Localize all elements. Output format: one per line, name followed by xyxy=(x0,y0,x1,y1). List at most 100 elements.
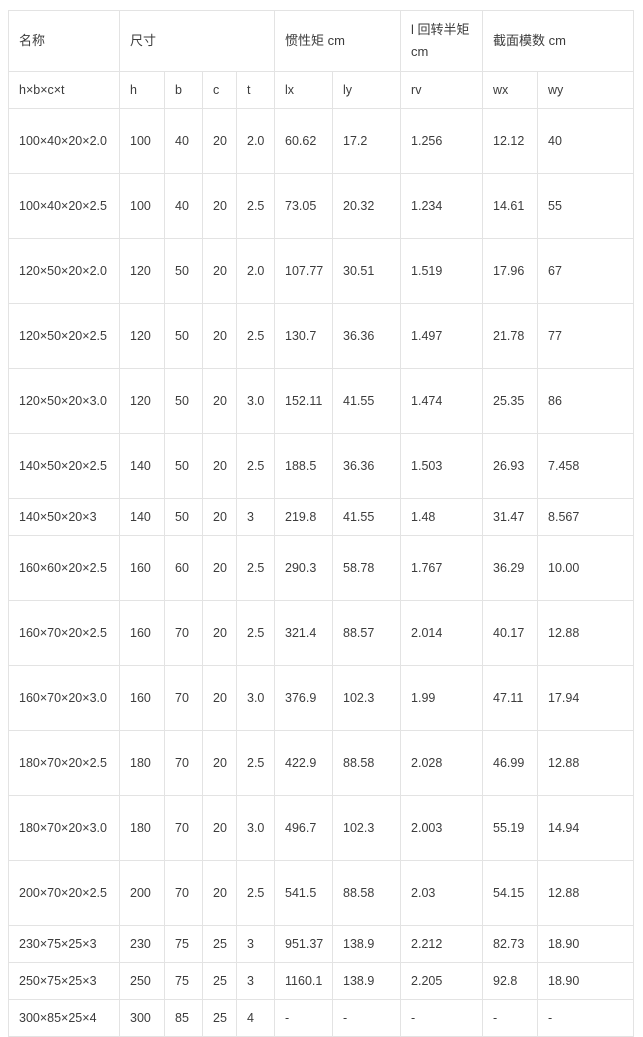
cell-t: 2.5 xyxy=(235,600,276,666)
cell-c: 20 xyxy=(202,433,237,499)
cell-wx: 92.8 xyxy=(482,962,539,1000)
cell-t: 2.5 xyxy=(235,860,276,926)
column-header-wx: wx xyxy=(482,71,539,109)
column-header-h: h xyxy=(119,71,165,109)
cell-rv: 2.03 xyxy=(400,860,484,926)
cell-lx: 130.7 xyxy=(274,303,334,369)
table-row: 180×70×20×3.0 180 70 20 3.0 496.7 102.3 2.003 55… xyxy=(8,795,635,861)
cell-c: 20 xyxy=(202,303,237,369)
cell-lx: 321.4 xyxy=(274,600,334,666)
cell-t: 3 xyxy=(235,962,276,1000)
cell-c: 25 xyxy=(202,925,237,963)
column-header-wy: wy xyxy=(537,71,635,109)
cell-wx: 17.96 xyxy=(482,238,539,304)
cell-name: 120×50×20×2.5 xyxy=(8,303,120,369)
cell-t: 2.0 xyxy=(235,238,276,304)
cell-rv: 1.99 xyxy=(400,665,484,731)
cell-name: 100×40×20×2.0 xyxy=(8,108,120,174)
cell-h: 140 xyxy=(119,498,165,536)
cell-lx: 60.62 xyxy=(274,108,334,174)
table-row: 180×70×20×2.5 180 70 20 2.5 422.9 88.58 2.028 46… xyxy=(8,730,635,796)
cell-lx: 496.7 xyxy=(274,795,334,861)
cell-ly: 20.32 xyxy=(332,173,402,239)
cell-wy: 12.88 xyxy=(537,600,635,666)
cell-name: 120×50×20×2.0 xyxy=(8,238,120,304)
cell-ly: 41.55 xyxy=(332,368,402,434)
cell-h: 160 xyxy=(119,535,165,601)
cell-ly: 58.78 xyxy=(332,535,402,601)
cell-lx: 152.11 xyxy=(274,368,334,434)
cell-h: 100 xyxy=(119,108,165,174)
cell-wy: 12.88 xyxy=(537,860,635,926)
cell-rv: 1.497 xyxy=(400,303,484,369)
table-row: 230×75×25×3 230 75 25 3 951.37 138.9 2.212 82.73… xyxy=(8,925,635,963)
cell-lx: 219.8 xyxy=(274,498,334,536)
cell-h: 180 xyxy=(119,795,165,861)
cell-t: 2.5 xyxy=(235,535,276,601)
cell-name: 300×85×25×4 xyxy=(8,999,120,1037)
cell-ly: 88.58 xyxy=(332,730,402,796)
cell-h: 200 xyxy=(119,860,165,926)
cell-lx: 290.3 xyxy=(274,535,334,601)
cell-wy: 67 xyxy=(537,238,635,304)
cell-b: 50 xyxy=(164,498,203,536)
column-header-t: t xyxy=(235,71,276,109)
cell-t: 3 xyxy=(235,498,276,536)
cell-wx: 31.47 xyxy=(482,498,539,536)
cell-wy: 86 xyxy=(537,368,635,434)
cell-b: 70 xyxy=(164,795,203,861)
cell-c: 20 xyxy=(202,108,237,174)
cell-rv: 2.003 xyxy=(400,795,484,861)
column-header-c: c xyxy=(202,71,237,109)
cell-name: 120×50×20×3.0 xyxy=(8,368,120,434)
cell-t: 3.0 xyxy=(235,368,276,434)
column-header-lx: lx xyxy=(274,71,334,109)
cell-c: 20 xyxy=(202,498,237,536)
cell-name: 250×75×25×3 xyxy=(8,962,120,1000)
cell-rv: 2.212 xyxy=(400,925,484,963)
column-header-rv: rv xyxy=(400,71,484,109)
cell-c: 20 xyxy=(202,665,237,731)
cell-c: 20 xyxy=(202,600,237,666)
cell-c: 20 xyxy=(202,238,237,304)
cell-lx: 951.37 xyxy=(274,925,334,963)
cell-c: 20 xyxy=(202,860,237,926)
cell-name: 230×75×25×3 xyxy=(8,925,120,963)
cell-c: 20 xyxy=(202,535,237,601)
cell-name: 140×50×20×3 xyxy=(8,498,120,536)
cell-wy: 12.88 xyxy=(537,730,635,796)
table-row: 160×60×20×2.5 160 60 20 2.5 290.3 58.78 1.767 36… xyxy=(8,535,635,601)
cell-t: 2.0 xyxy=(235,108,276,174)
cell-b: 85 xyxy=(164,999,203,1037)
cell-wx: - xyxy=(482,999,539,1037)
cell-b: 75 xyxy=(164,962,203,1000)
column-header-name: h×b×c×t xyxy=(8,71,120,109)
table-body: 100×40×20×2.0 100 40 20 2.0 60.62 17.2 1.256 12.… xyxy=(8,108,635,1037)
cell-ly: 36.36 xyxy=(332,433,402,499)
cell-wx: 25.35 xyxy=(482,368,539,434)
cell-t: 3 xyxy=(235,925,276,963)
cell-t: 3.0 xyxy=(235,665,276,731)
cell-rv: 1.503 xyxy=(400,433,484,499)
cell-t: 2.5 xyxy=(235,303,276,369)
cell-rv: 2.014 xyxy=(400,600,484,666)
cell-rv: 1.256 xyxy=(400,108,484,174)
table-row: 300×85×25×4 300 85 25 4- - - - - xyxy=(8,999,635,1037)
cell-c: 20 xyxy=(202,795,237,861)
cell-b: 40 xyxy=(164,173,203,239)
cell-h: 230 xyxy=(119,925,165,963)
page-container: 名称 尺寸 惯性矩 cm l 回转半矩 cm 截面模数 cm h×b×c×t h… xyxy=(8,10,635,1037)
cell-name: 140×50×20×2.5 xyxy=(8,433,120,499)
cell-ly: 102.3 xyxy=(332,665,402,731)
cell-b: 50 xyxy=(164,238,203,304)
cell-lx: 541.5 xyxy=(274,860,334,926)
cell-h: 160 xyxy=(119,665,165,731)
cell-ly: 102.3 xyxy=(332,795,402,861)
cell-c: 25 xyxy=(202,962,237,1000)
cell-b: 70 xyxy=(164,600,203,666)
table-header: 名称 尺寸 惯性矩 cm l 回转半矩 cm 截面模数 cm h×b×c×t h… xyxy=(8,10,635,109)
cell-rv: 2.205 xyxy=(400,962,484,1000)
cell-h: 120 xyxy=(119,368,165,434)
cell-b: 40 xyxy=(164,108,203,174)
column-header-b: b xyxy=(164,71,203,109)
